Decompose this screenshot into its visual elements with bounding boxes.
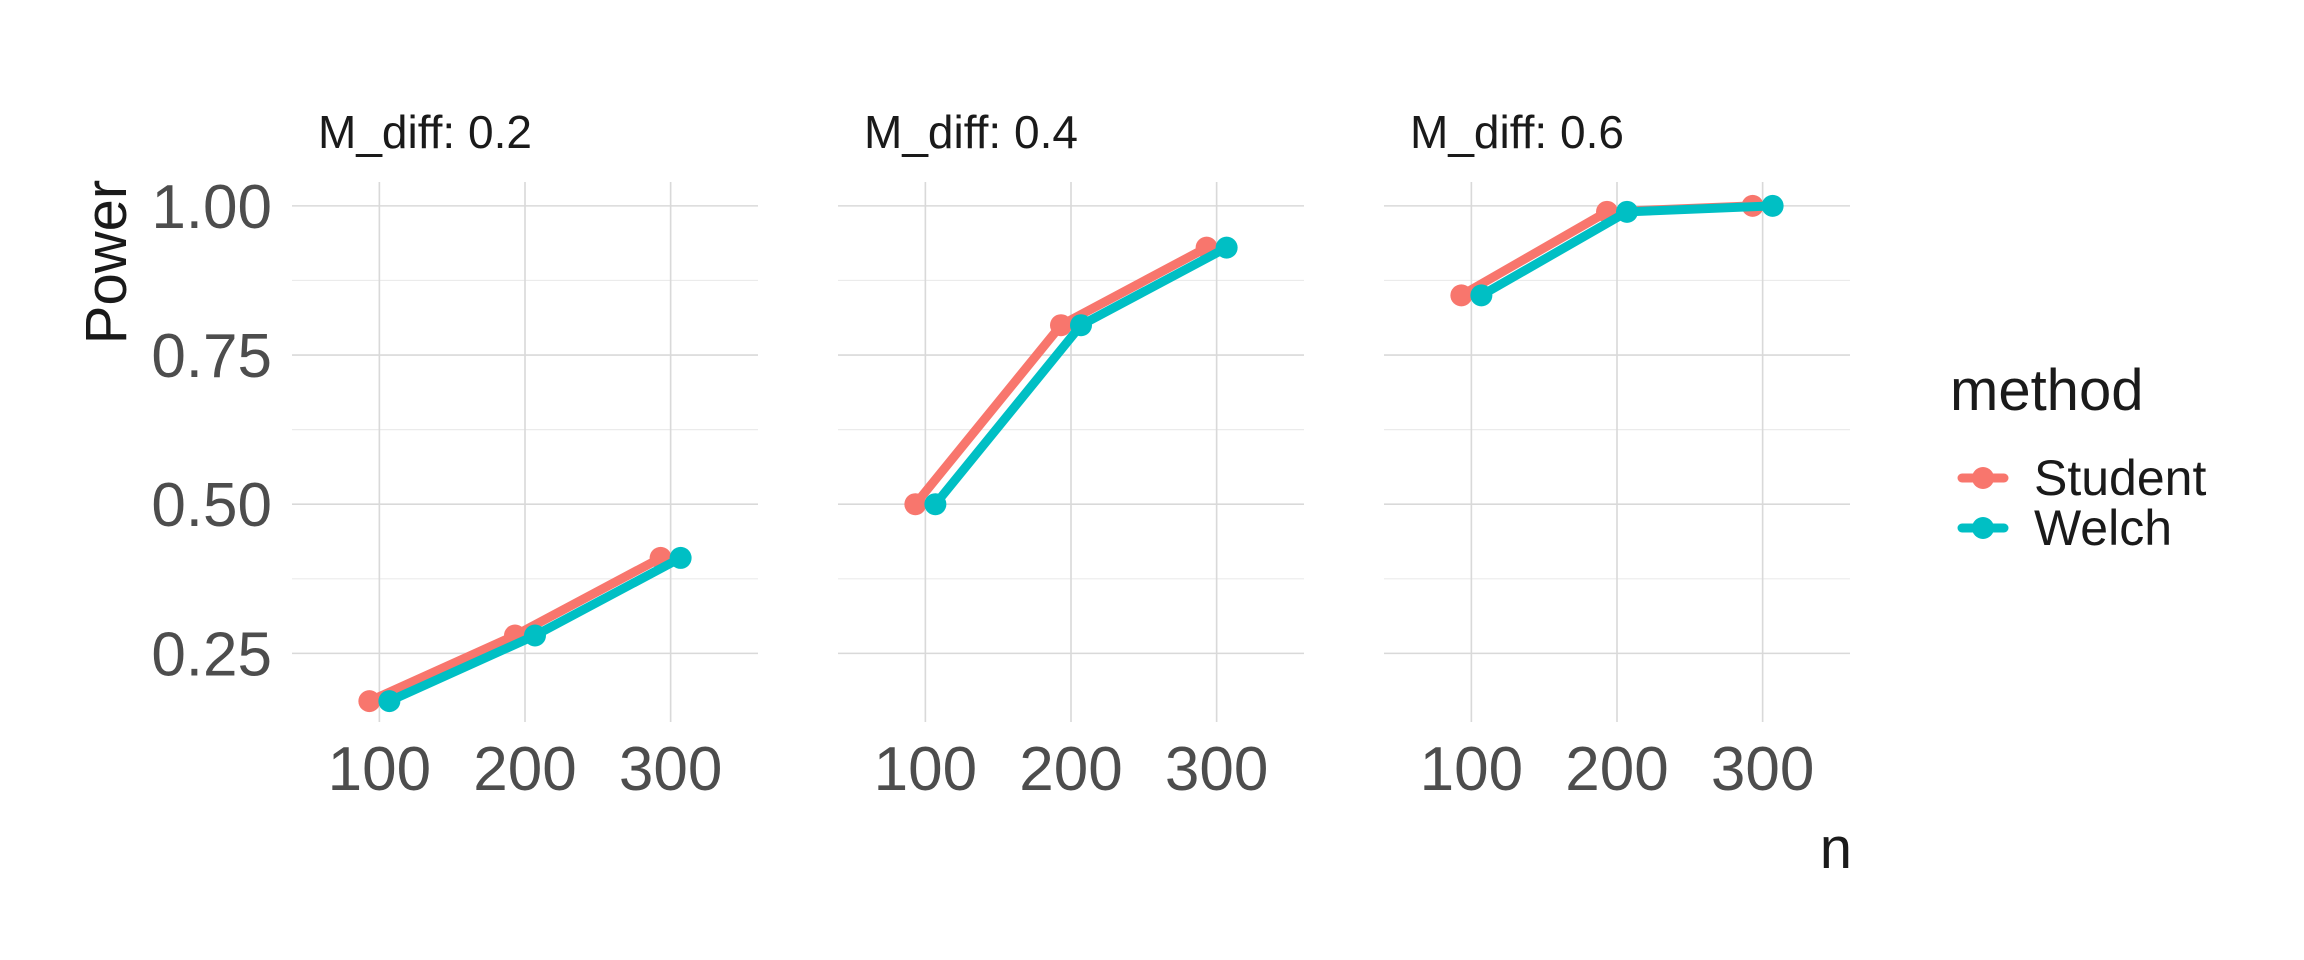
facet-title: M_diff: 0.6 — [1410, 106, 1624, 158]
legend-label: Welch — [2034, 500, 2172, 556]
x-tick-label: 300 — [619, 735, 722, 804]
y-tick-label: 0.25 — [151, 620, 272, 689]
x-axis-title: n — [1820, 816, 1852, 881]
series-line-welch — [930, 243, 1232, 509]
facet-panel: M_diff: 0.2 100 200 300 — [292, 106, 758, 804]
data-point-welch — [924, 493, 947, 516]
y-axis-title: Power — [74, 180, 139, 344]
data-point-welch — [378, 690, 401, 713]
x-tick-label: 200 — [473, 735, 576, 804]
facet-panels: M_diff: 0.2 100 200 300 M_diff: 0.4 100 200 300… — [292, 106, 1850, 804]
facet-title: M_diff: 0.4 — [864, 106, 1078, 158]
x-tick-label: 100 — [1420, 735, 1523, 804]
data-point-welch — [1470, 284, 1493, 307]
x-tick-label: 100 — [874, 735, 977, 804]
data-point-welch — [1070, 314, 1092, 337]
x-tick-label: 100 — [328, 735, 431, 804]
y-tick-label: 0.75 — [151, 322, 272, 391]
data-point-welch — [669, 546, 692, 569]
y-axis: 0.25 0.50 0.75 1.00 — [151, 173, 272, 690]
data-point-welch — [1761, 194, 1784, 217]
y-tick-label: 0.50 — [151, 471, 272, 540]
x-tick-label: 300 — [1711, 735, 1814, 804]
legend-key-point — [1972, 517, 1994, 539]
legend-label: Student — [2034, 450, 2206, 506]
data-point-student — [904, 493, 927, 516]
data-point-welch — [1616, 200, 1638, 223]
x-tick-label: 200 — [1019, 735, 1122, 804]
legend-key-point — [1972, 467, 1994, 489]
data-point-welch — [524, 624, 546, 647]
x-tick-label: 300 — [1165, 735, 1268, 804]
y-tick-label: 1.00 — [151, 173, 272, 242]
facet-title: M_diff: 0.2 — [318, 106, 532, 158]
facet-panel: M_diff: 0.4 100 200 300 — [838, 106, 1304, 804]
data-point-student — [358, 690, 381, 713]
legend-title: method — [1950, 358, 2143, 423]
data-point-student — [1450, 284, 1473, 307]
x-tick-label: 200 — [1565, 735, 1668, 804]
data-point-student — [1050, 314, 1072, 337]
facet-panel: M_diff: 0.6 100 200 300 — [1384, 106, 1850, 804]
data-point-welch — [1215, 236, 1238, 259]
